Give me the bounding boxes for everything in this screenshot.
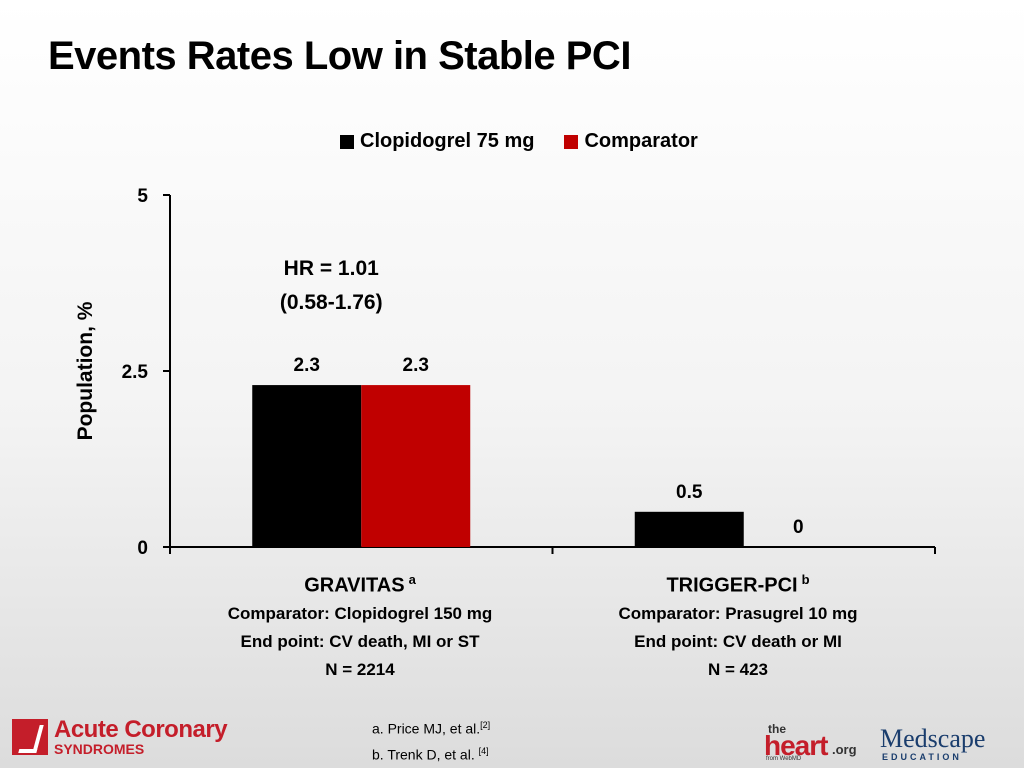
acs-logo-line2: SYNDROMES (54, 741, 145, 757)
legend-item-clopidogrel: Clopidogrel 75 mg (340, 130, 534, 153)
legend-label-clopidogrel: Clopidogrel 75 mg (360, 130, 535, 152)
bar (252, 385, 362, 547)
legend-label-comparator: Comparator (584, 130, 698, 152)
acs-logo-text: Acute Coronary SYNDROMES (54, 716, 228, 757)
group-name-gravitas: GRAVITAS a (304, 572, 416, 597)
group-info-gravitas: GRAVITAS a Comparator: Clopidogrel 150 mg… (190, 566, 530, 684)
bar-value-label: 2.3 (294, 355, 320, 376)
heart-logo-main: heart (764, 730, 828, 761)
bar (634, 511, 744, 547)
hr-annotation: (0.58-1.76) (280, 291, 383, 314)
group-info-trigger-pci: TRIGGER-PCI b Comparator: Prasugrel 10 mg… (568, 566, 908, 684)
group-name-trigger-pci: TRIGGER-PCI b (666, 572, 810, 597)
group-n-gravitas: N = 2214 (325, 659, 395, 679)
medscape-education-logo: Medscape EDUCATION (880, 724, 1000, 763)
group-comparator-trigger-pci: Comparator: Prasugrel 10 mg (618, 603, 858, 623)
heart-logo-the: the (768, 722, 786, 736)
legend-item-comparator: Comparator (564, 130, 698, 153)
acs-logo-icon (12, 719, 48, 755)
footnote-a: a. Price MJ, et al.[2] (372, 720, 491, 737)
acs-logo-line1: Acute Coronary (54, 716, 228, 743)
medscape-logo-sub: EDUCATION (882, 752, 962, 762)
theheart-org-logo: the heart .org from WebMD (764, 722, 860, 762)
hr-annotation: HR = 1.01 (284, 257, 379, 280)
medscape-logo-main: Medscape (880, 724, 986, 753)
footnotes: a. Price MJ, et al.[2] b. Trenk D, et al… (372, 714, 490, 765)
y-tick-label: 5 (137, 186, 148, 207)
y-tick-label: 0 (137, 538, 148, 559)
group-endpoint-gravitas: End point: CV death, MI or ST (240, 631, 480, 651)
slide-title: Events Rates Low in Stable PCI (48, 34, 631, 78)
acute-coronary-syndromes-logo: Acute Coronary SYNDROMES (12, 716, 228, 757)
group-comparator-gravitas: Comparator: Clopidogrel 150 mg (227, 603, 493, 623)
y-axis-label: Population, % (74, 301, 97, 440)
footnote-b: b. Trenk D, et al. [4] (372, 745, 489, 763)
bar-value-label: 0 (793, 517, 804, 538)
y-tick-label: 2.5 (122, 362, 149, 383)
group-endpoint-trigger-pci: End point: CV death or MI (634, 631, 842, 651)
heart-logo-org: .org (832, 742, 857, 757)
bar-value-label: 2.3 (403, 355, 429, 376)
bar (361, 385, 471, 547)
legend-swatch-clopidogrel (340, 134, 354, 149)
legend-swatch-comparator (564, 134, 579, 149)
chart-legend: Clopidogrel 75 mg Comparator (340, 130, 698, 153)
group-n-trigger-pci: N = 423 (707, 659, 768, 679)
heart-logo-sub: from WebMD (766, 756, 802, 762)
bar-value-label: 0.5 (676, 482, 703, 503)
